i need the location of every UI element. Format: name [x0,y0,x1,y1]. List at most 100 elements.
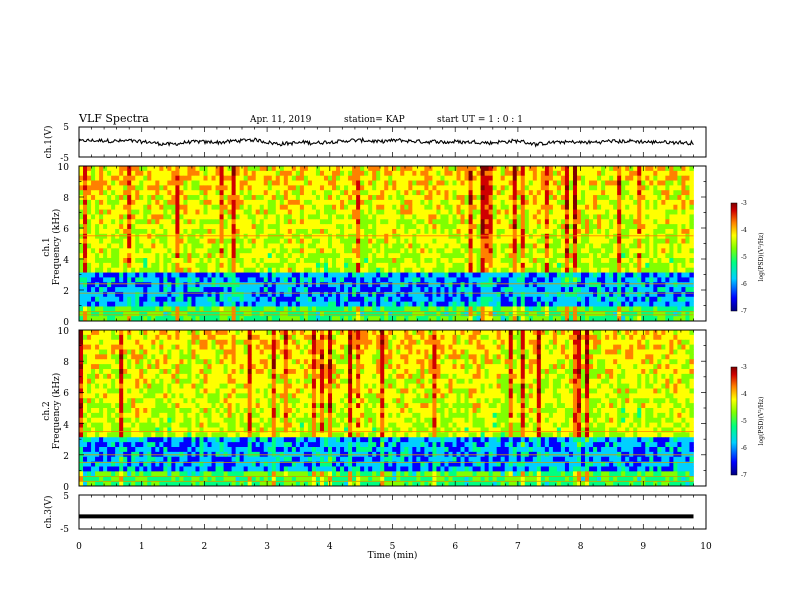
ch1-spectrogram-cell [275,253,281,259]
ch1-spectrogram-cell [629,180,634,186]
ch1-spectrogram-cell [119,301,124,307]
ch1-spectrogram-cell [167,267,172,273]
ch1-spectrogram-cell [556,170,562,177]
ch1-spectrogram-cell [653,219,658,225]
ch1-spectrogram-cell [444,238,449,244]
ch1-spectrogram-cell [223,209,228,215]
ch1-spectrogram-cell [492,195,498,201]
ch1-spectrogram-cell [147,228,152,235]
ch1-spectrogram-cell [348,180,353,186]
ch1-spectrogram-cell [291,209,297,215]
ch1-spectrogram-cell [336,180,341,186]
ch1-spectrogram-cell [267,175,273,181]
ch1-spectrogram-cell [504,258,510,264]
ch1-spectrogram-cell [589,204,594,210]
ch1-spectrogram-cell [689,190,694,196]
ch1-spectrogram-cell [135,195,140,201]
ch1-spectrogram-cell [396,195,401,201]
ch1-spectrogram-cell [267,228,273,235]
ch1-spectrogram-cell [412,267,417,273]
ch1-spectrogram-cell [131,238,136,244]
ch1-spectrogram-cell [464,282,469,288]
ch1-spectrogram-cell [207,199,212,206]
ch1-spectrogram-cell [428,262,433,269]
ch1-spectrogram-cell [581,166,586,172]
ch1-spectrogram-cell [412,190,417,196]
ch1-spectrogram-cell [629,214,634,220]
ch1-spectrogram-cell [552,243,558,249]
ch1-spectrogram-cell [79,199,84,206]
ch1-spectrogram-cell [139,204,144,210]
ch1-spectrogram-cell [480,311,486,317]
ch1-spectrogram-cell [131,272,136,278]
ch1-spectrogram-cell [492,170,498,177]
ch1-spectrogram-cell [500,228,506,235]
ch1-spectrogram-cell [448,228,453,235]
ch1-spectrogram-cell [332,272,337,278]
ch1-spectrogram-cell [127,233,132,240]
ch1-spectrogram-cell [275,180,281,186]
ch1-spectrogram-cell [629,219,634,225]
ch1-spectrogram-cell [275,301,281,307]
ch1-spectrogram-cell [271,248,277,254]
ch1-spectrogram-cell [641,291,646,298]
ch1-spectrogram-cell [416,287,421,293]
ch1-spectrogram-cell [552,267,558,273]
ch1-spectrogram-cell [139,248,144,254]
ch1-spectrogram-cell [665,306,670,312]
ch1-spectrogram-cell [468,195,473,201]
ch1-spectrogram-cell [532,233,538,240]
ch1-spectrogram-cell [412,291,417,298]
ch1-spectrogram-cell [187,180,192,186]
ch1-spectrogram-cell [303,185,309,191]
ch1-spectrogram-cell [151,199,156,206]
ch1-spectrogram-cell [259,219,265,225]
ch1-spectrogram-cell [512,296,518,303]
ch1-spectrogram-cell [404,316,409,322]
ch1-spectrogram-cell [488,262,494,269]
ch1-spectrogram-cell [424,253,429,259]
ch1-spectrogram-cell [593,243,598,249]
ch1-spectrogram-cell [171,180,176,186]
ch2-spectrogram-cell [167,330,172,336]
ch1-spectrogram-cell [368,219,373,225]
ch1-spectrogram-cell [504,238,510,244]
ch1-spectrogram-cell [444,243,449,249]
ch1-spectrogram-cell [319,228,325,235]
ch1-spectrogram-cell [315,238,321,244]
ch1-spectrogram-cell [356,287,361,293]
ch1-spectrogram-cell [139,233,144,240]
ch1-spectrogram-cell [625,228,630,235]
ch1-spectrogram-cell [239,204,245,210]
ch1-spectrogram-cell [412,253,417,259]
ch1-spectrogram-cell [528,282,534,288]
ch1-spectrogram-cell [187,185,192,191]
ch1-spectrogram-cell [119,272,124,278]
ch1-spectrogram-cell [307,316,313,322]
ch1-spectrogram-cell [597,204,602,210]
ch1-spectrogram-cell [239,301,245,307]
ch1-spectrogram-cell [143,175,148,181]
ch1-spectrogram-cell [468,287,473,293]
ch1-spectrogram-cell [287,166,293,172]
ch1-spectrogram-cell [576,277,582,283]
ch1-spectrogram-cell [380,195,385,201]
ch1-spectrogram-cell [187,238,192,244]
ch1-spectrogram-cell [364,166,369,172]
ch1-spectrogram-cell [287,170,293,177]
ch1-spectrogram-cell [199,267,204,273]
ch1-spectrogram-cell [167,190,172,196]
ch1-spectrogram-cell [552,199,558,206]
ch1-spectrogram-cell [572,238,578,244]
ch1-spectrogram-cell [564,204,570,210]
ch1-spectrogram-cell [175,209,180,215]
ch1-spectrogram-cell [572,199,578,206]
ch1-spectrogram-cell [135,180,140,186]
ch1-spectrogram-cell [633,262,638,269]
ch1-spectrogram-cell [508,190,514,196]
ch1-spectrogram-cell [163,175,168,181]
ch1-spectrogram-cell [239,170,245,177]
ch1-spectrogram-cell [641,272,646,278]
ch1-spectrogram-cell [103,296,108,303]
ch1-spectrogram-cell [287,219,293,225]
